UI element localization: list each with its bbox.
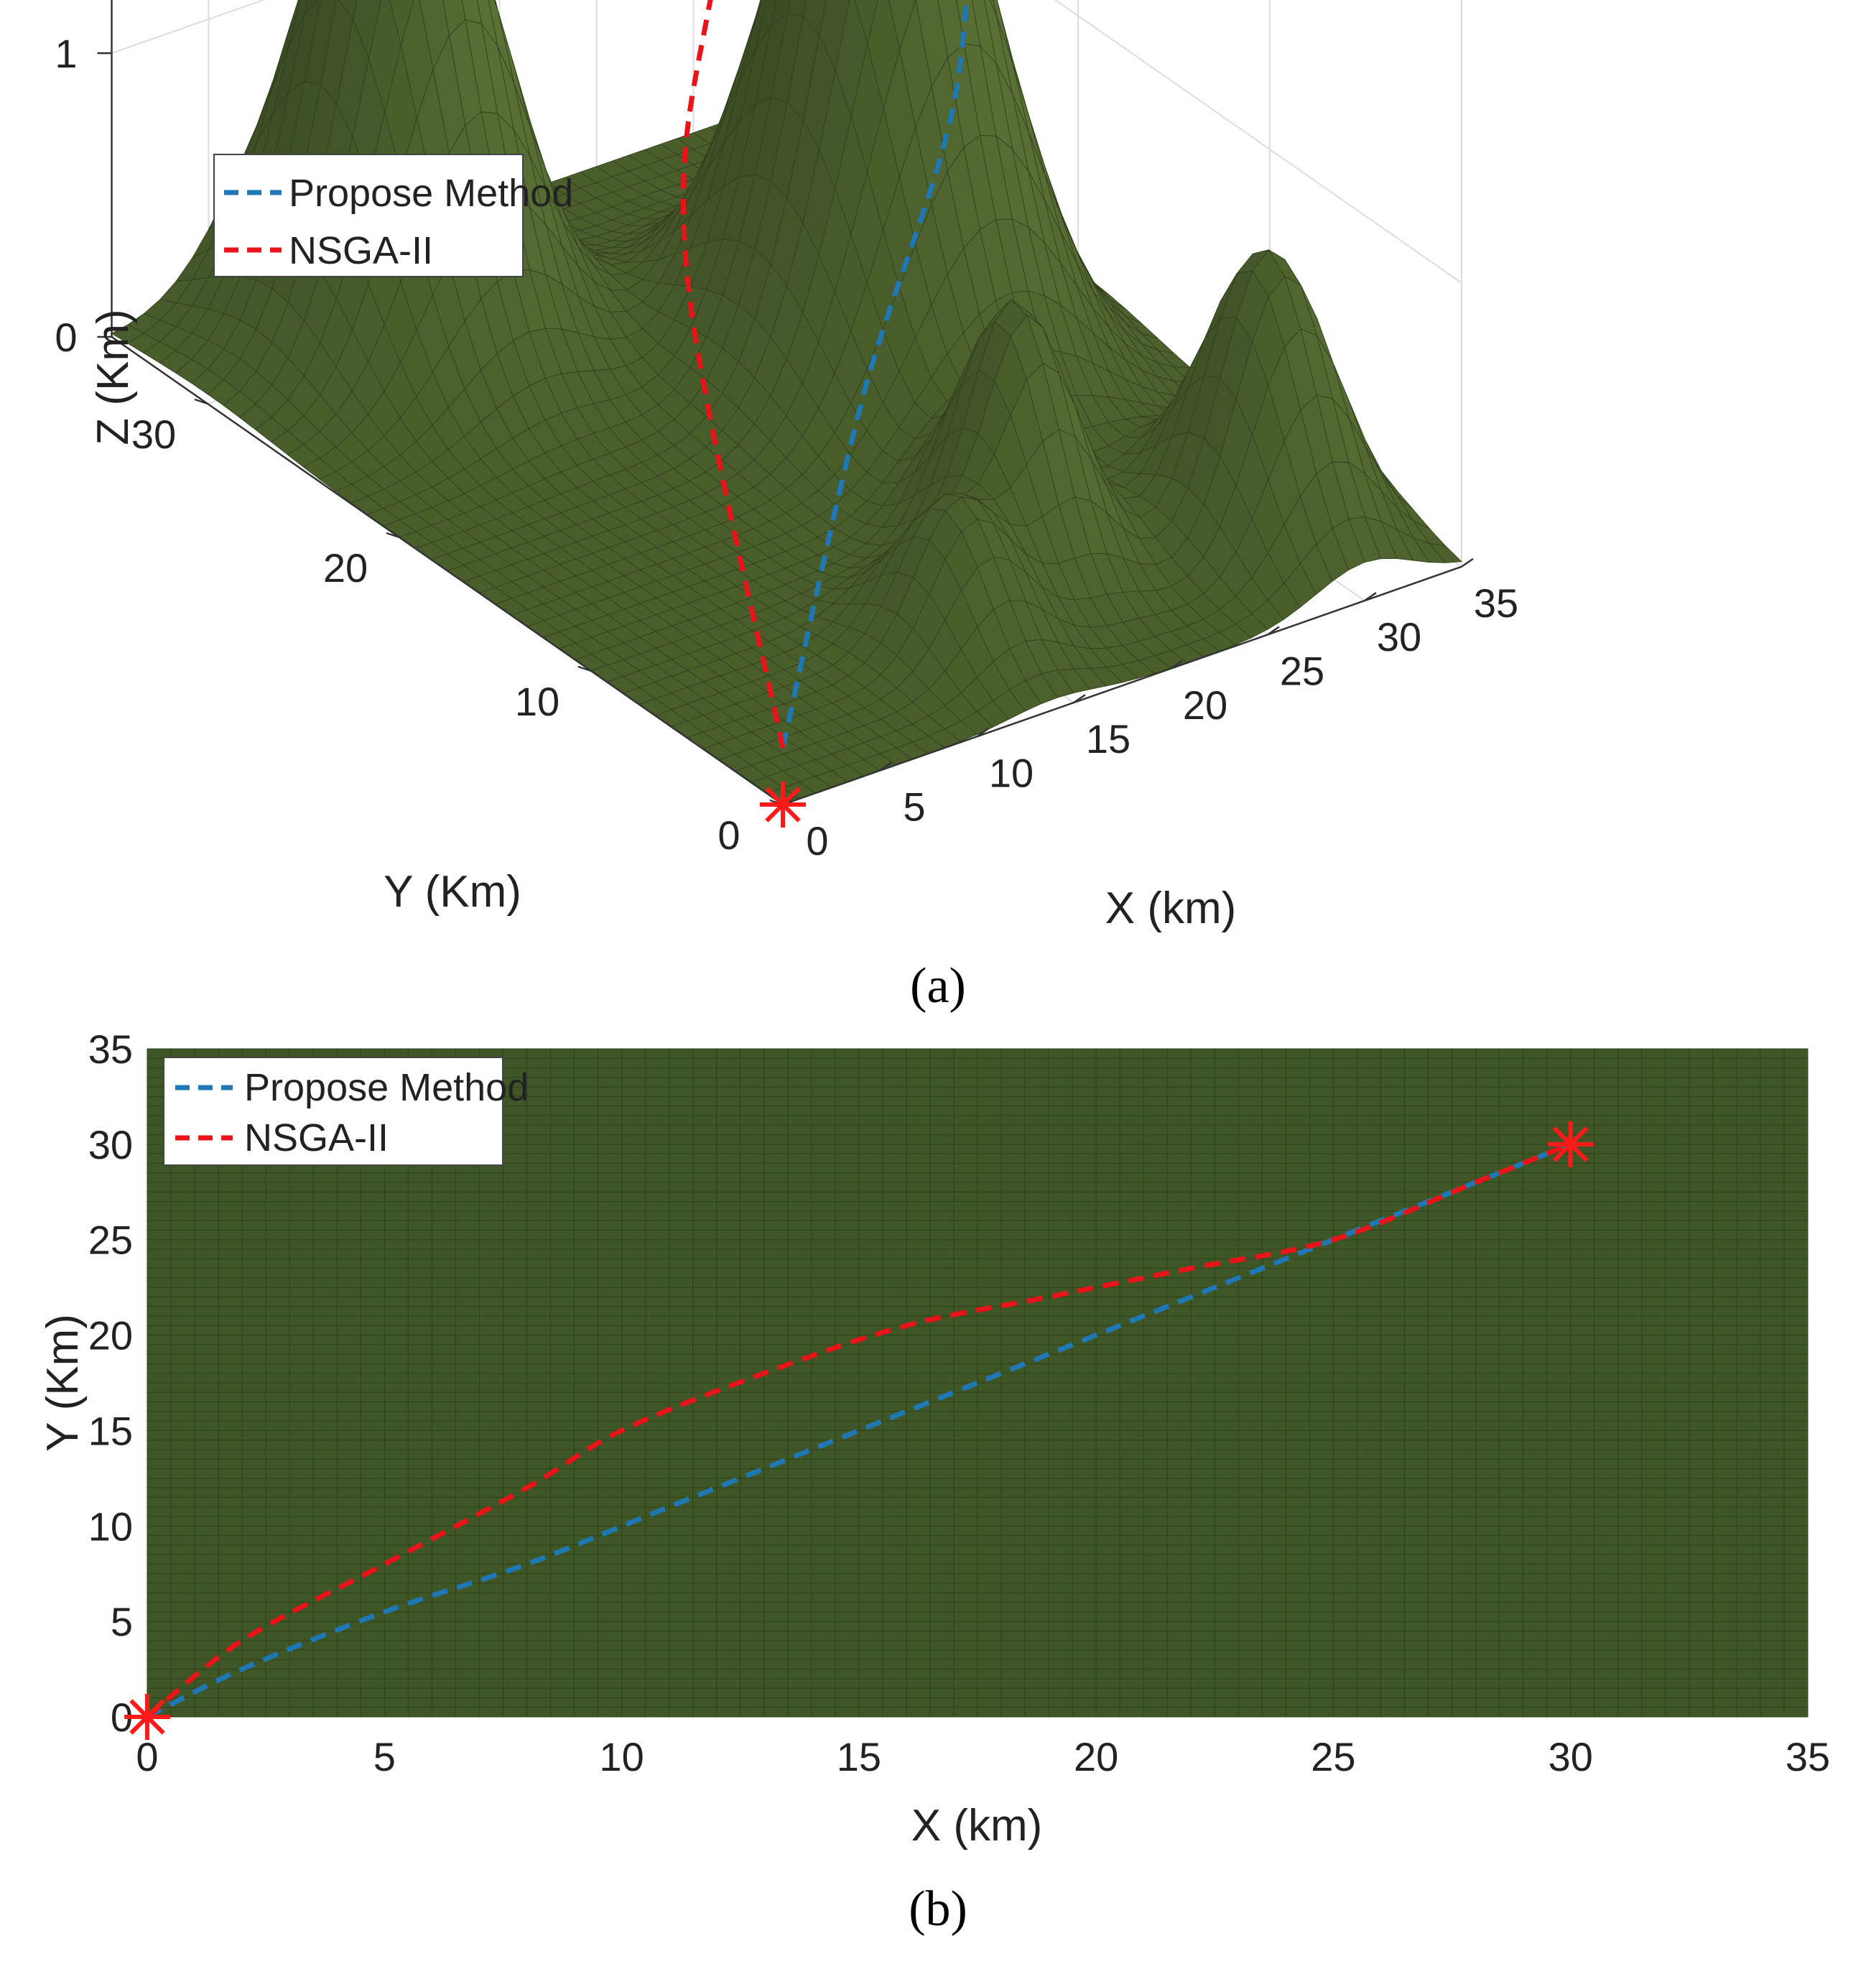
y-tick-label: 30 [88, 1122, 133, 1167]
series-path-propose [780, 0, 969, 749]
caption-a: (a) [910, 958, 966, 1014]
y-tick-label: 10 [515, 679, 559, 724]
y-tick-label: 20 [88, 1313, 133, 1358]
x-tick [1364, 592, 1377, 602]
x-tick-label: 10 [599, 1734, 644, 1779]
x-tick-label: 30 [1548, 1734, 1593, 1779]
x-tick-label: 5 [373, 1734, 396, 1779]
x-tick [1170, 659, 1183, 670]
legend-label-propose: Propose Method [289, 172, 573, 215]
x-tick [1073, 694, 1086, 704]
y-axis-label-3d: Y (Km) [384, 867, 521, 917]
x-axis-label-3d: X (km) [1105, 884, 1237, 933]
start-marker-stroke [765, 787, 801, 823]
start-marker [760, 782, 806, 828]
x-tick [1461, 557, 1474, 568]
legend-box [213, 154, 524, 277]
y-axis-label-2d: Y (Km) [38, 1314, 88, 1452]
series-path-propose [146, 1141, 1571, 1720]
x-tick-label: 5 [903, 784, 925, 830]
x-tick-label: 35 [1786, 1734, 1830, 1779]
legend-box [163, 1057, 503, 1166]
panel-a-surface-plot: 0510152025303501020300123 Propose Method… [55, 0, 1518, 1014]
goal-marker-stroke [1552, 1126, 1589, 1162]
x-tick-label: 25 [1311, 1734, 1355, 1779]
terrain-surface [111, 0, 1462, 805]
y-tick-label: 25 [88, 1218, 133, 1263]
series-path-nsga [145, 1141, 1571, 1719]
y-tick-label: 35 [88, 1027, 133, 1072]
x-tick-label: 0 [806, 818, 828, 863]
x-tick-label: 20 [1074, 1734, 1118, 1779]
series-group-3d [680, 0, 969, 749]
markers-3d [760, 782, 806, 828]
legend-b: Propose Method NSGA-II [163, 1057, 529, 1166]
x-tick-label: 10 [989, 750, 1034, 795]
x-tick-label: 30 [1377, 614, 1421, 659]
goal-marker [1547, 1121, 1594, 1167]
legend-a: Propose Method NSGA-II [213, 154, 573, 277]
z-tick-label: 1 [55, 31, 77, 76]
x-tick [879, 761, 892, 772]
grid-line [1054, 0, 1462, 284]
y-tick-label: 0 [718, 812, 740, 858]
y-tick [194, 398, 208, 405]
axis-line [782, 565, 1462, 806]
x-tick [976, 728, 989, 738]
start-marker [124, 1694, 170, 1740]
axis-line [111, 335, 784, 806]
y-tick-label: 30 [131, 412, 176, 457]
x-tick-label: 15 [837, 1734, 881, 1779]
grid-line [111, 0, 266, 54]
x-tick [1267, 626, 1280, 636]
x-tick-label: 0 [136, 1734, 158, 1779]
axes-3d: 0510152025303501020300123 [55, 0, 1518, 863]
legend-label-nsga: NSGA-II [244, 1116, 389, 1159]
y-tick [577, 665, 592, 672]
series-group-2d [145, 1141, 1571, 1720]
markers-2d [124, 1121, 1594, 1740]
legend-label-propose: Propose Method [244, 1066, 529, 1109]
y-tick [386, 532, 400, 539]
x-axis-label-2d: X (km) [911, 1801, 1043, 1850]
y-tick-label: 20 [323, 545, 368, 590]
legend-label-nsga: NSGA-II [289, 229, 433, 272]
y-tick-label: 5 [111, 1599, 133, 1644]
y-tick-label: 15 [88, 1408, 133, 1453]
x-tick-label: 25 [1280, 649, 1324, 694]
z-tick-label: 0 [55, 315, 77, 360]
z-axis-label-3d: Z (Km) [88, 309, 138, 445]
caption-b: (b) [909, 1881, 967, 1937]
series-path-nsga [680, 0, 786, 749]
x-tick-label: 20 [1183, 682, 1227, 728]
y-tick-label: 10 [88, 1504, 133, 1549]
x-tick-label: 15 [1086, 716, 1130, 761]
x-tick-label: 35 [1474, 580, 1518, 626]
start-marker-stroke [129, 1699, 165, 1735]
